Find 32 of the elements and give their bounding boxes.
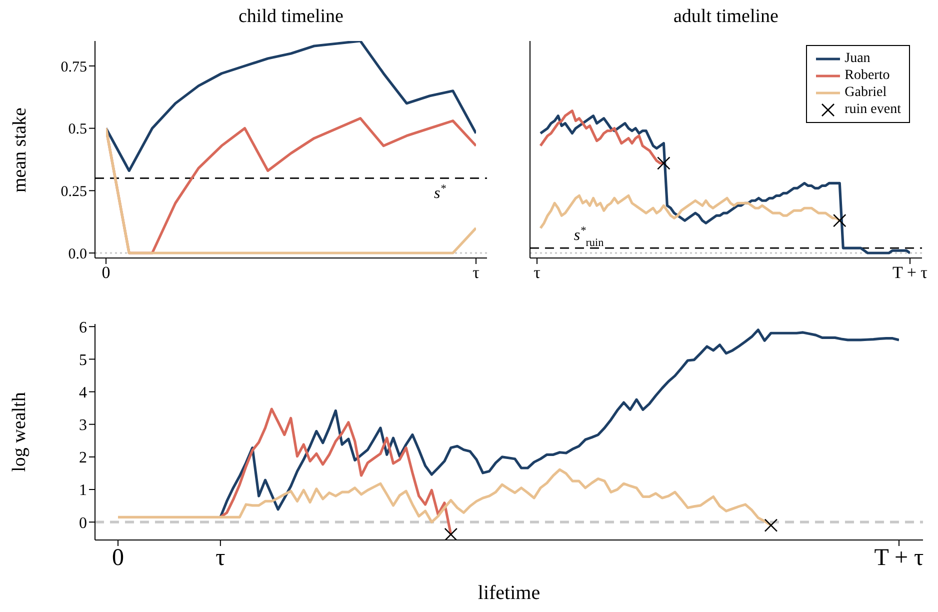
x-tick-label: τ: [472, 263, 480, 282]
ref-line-label: s$^{*}$: [434, 183, 446, 202]
y-tick-label: 2: [79, 450, 87, 467]
line-series: [219, 328, 899, 518]
y-tick-label: 4: [79, 384, 87, 402]
y-tick-label: 0.25: [60, 184, 87, 200]
y-tick-label: 0.5: [68, 122, 87, 138]
chart-title: adult timeline: [672, 6, 780, 28]
y-tick-label: 0.0: [68, 246, 87, 262]
y-tick-label: 0.75: [60, 59, 87, 76]
line-series: [219, 408, 452, 536]
y-tick-label: 1: [79, 482, 87, 500]
x-tick-label: τ: [534, 263, 541, 282]
y-tick-label: 3: [79, 417, 87, 434]
line-series: [106, 41, 476, 172]
y-tick-label: 5: [79, 352, 87, 369]
chart-title: child timeline: [237, 6, 344, 28]
legend-label: ruin event: [844, 101, 901, 118]
x-tick-label: τ: [216, 545, 226, 572]
y-axis-title: log wealth: [8, 391, 31, 474]
x-tick-label: T + τ: [892, 263, 928, 282]
line-series: [118, 468, 772, 527]
y-tick-label: 0: [79, 514, 87, 532]
y-axis-title: mean stake: [8, 106, 31, 194]
x-tick-label: 0: [112, 545, 124, 572]
x-tick-label: T + τ: [874, 545, 924, 572]
x-axis-title: lifetime: [476, 582, 542, 605]
y-tick-label: 6: [79, 319, 87, 336]
legend-label: Gabriel: [844, 84, 887, 101]
legend-label: Roberto: [844, 67, 890, 84]
legend-label: Juan: [844, 50, 870, 67]
x-tick-label: 0: [102, 263, 110, 282]
